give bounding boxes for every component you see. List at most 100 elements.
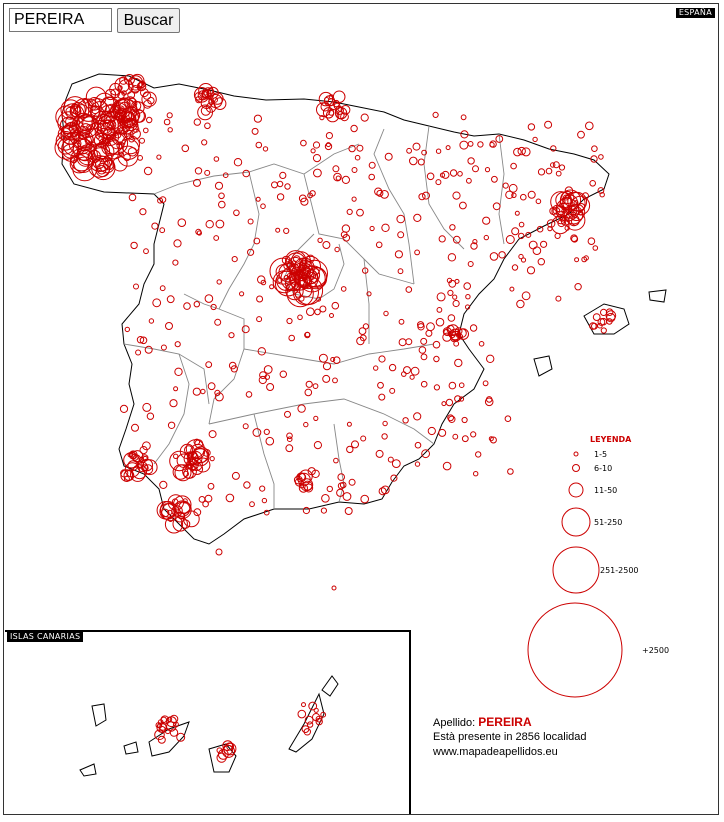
surname-marker <box>205 361 213 369</box>
surname-marker <box>136 81 147 92</box>
surname-marker <box>202 449 211 457</box>
surname-marker <box>453 340 460 347</box>
surname-marker <box>324 142 333 151</box>
surname-marker <box>322 241 331 249</box>
surname-marker <box>60 125 74 139</box>
surname-marker <box>314 308 321 316</box>
surname-marker <box>92 115 100 124</box>
surname-marker <box>559 216 565 222</box>
surname-marker <box>573 200 579 206</box>
surname-marker <box>426 172 435 181</box>
surname-marker <box>228 332 235 339</box>
surname-marker <box>321 494 330 503</box>
surname-marker <box>100 115 108 123</box>
surname-marker <box>351 167 358 173</box>
surname-marker <box>261 497 268 504</box>
legend-circle-251-2500 <box>552 546 600 594</box>
surname-marker <box>152 298 162 308</box>
surname-marker <box>421 449 431 459</box>
surname-marker <box>312 141 321 149</box>
surname-marker <box>139 208 147 216</box>
surname-marker <box>156 501 176 520</box>
legend-circles <box>527 451 623 698</box>
surname-marker <box>532 246 542 255</box>
surname-marker <box>414 249 421 256</box>
surname-marker <box>192 387 201 396</box>
surname-marker <box>495 135 504 143</box>
surname-marker <box>436 292 446 302</box>
surname-marker <box>119 76 128 85</box>
surname-marker <box>263 509 270 516</box>
surname-marker <box>384 152 393 161</box>
surname-marker <box>204 294 214 303</box>
surname-marker <box>381 433 388 440</box>
surname-search-input[interactable] <box>9 8 112 32</box>
surname-marker <box>557 219 566 228</box>
surname-marker <box>137 155 144 161</box>
mallorca-outline <box>583 303 630 335</box>
surname-marker <box>193 301 201 308</box>
surname-marker <box>215 219 225 229</box>
search-button[interactable]: Buscar <box>117 8 180 33</box>
surname-marker <box>61 143 80 162</box>
surname-marker <box>438 428 447 437</box>
surname-marker <box>205 220 214 229</box>
surname-marker <box>285 281 304 301</box>
spain-map-title: ESPAÑA <box>675 8 715 18</box>
surname-marker <box>555 295 562 302</box>
surname-marker <box>249 501 255 508</box>
surname-marker <box>445 145 451 151</box>
surname-marker <box>293 255 301 263</box>
surname-marker <box>564 225 570 231</box>
surname-marker <box>143 166 153 176</box>
surname-marker <box>348 144 356 153</box>
surname-marker <box>520 257 527 263</box>
surname-marker <box>298 260 308 269</box>
surname-marker <box>198 496 206 503</box>
surname-marker <box>388 363 397 372</box>
surname-marker <box>119 404 129 413</box>
surname-marker <box>65 106 75 116</box>
surname-marker <box>319 115 325 121</box>
surname-marker <box>213 156 220 162</box>
surname-info: Apellido: PEREIRA <box>433 715 532 729</box>
surname-marker <box>600 308 608 316</box>
surname-marker <box>448 415 456 423</box>
surname-marker <box>147 96 155 105</box>
surname-marker <box>140 88 149 98</box>
surname-marker <box>113 104 120 111</box>
surname-marker <box>304 483 314 493</box>
surname-marker <box>179 443 195 459</box>
canary-islands-title: ISLAS CANARIAS <box>7 632 84 642</box>
surname-marker <box>417 323 425 331</box>
surname-marker <box>247 218 254 225</box>
surname-marker <box>77 146 93 162</box>
surname-marker <box>599 192 605 198</box>
canary-la-palma <box>91 703 107 727</box>
surname-marker <box>545 167 553 175</box>
spain-map[interactable] <box>4 4 719 815</box>
surname-marker <box>378 487 387 496</box>
surname-marker <box>351 196 357 202</box>
surname-marker <box>380 190 389 199</box>
surname-marker <box>117 107 125 114</box>
surname-marker <box>166 716 173 722</box>
surname-marker <box>241 325 250 334</box>
surname-marker <box>375 241 383 249</box>
surname-marker <box>520 193 527 201</box>
surname-marker <box>540 240 548 248</box>
surname-marker <box>260 279 267 286</box>
surname-marker <box>377 381 384 389</box>
surname-marker <box>339 481 347 489</box>
surname-marker <box>536 225 544 233</box>
surname-marker <box>526 266 536 275</box>
surname-marker <box>356 144 364 152</box>
surname-marker <box>242 423 249 430</box>
surname-marker <box>420 353 428 361</box>
surname-marker <box>422 191 430 200</box>
surname-marker <box>518 232 525 240</box>
surname-marker <box>210 303 217 311</box>
surname-marker <box>223 744 234 755</box>
surname-marker <box>518 221 525 228</box>
surname-marker <box>465 294 471 300</box>
